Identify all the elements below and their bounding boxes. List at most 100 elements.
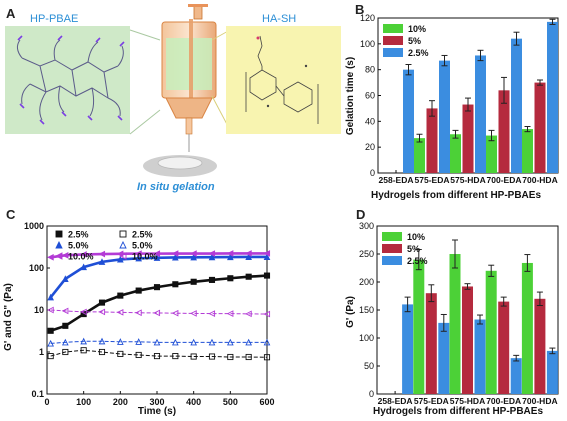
y-tick-label-b: 120 (360, 13, 375, 23)
legend-label-c: 10.0% (68, 252, 94, 262)
data-point-c-0 (227, 275, 234, 282)
panel-c: C G' and G" (Pa) Time (s) 0 100 200 300 400 5… (3, 207, 275, 417)
x-tick-label-c: 0 (44, 397, 49, 407)
ha-sh-atom-glyphs (256, 36, 308, 108)
data-point-c-0 (172, 281, 179, 288)
legend-label-b: 10% (408, 24, 426, 34)
bar-b-5% (498, 90, 510, 173)
data-point-c-3 (190, 353, 197, 360)
data-point-c-0 (153, 284, 161, 291)
bar-b-10% (450, 134, 461, 173)
legend-marker-c (118, 252, 127, 260)
legend-swatch-d (382, 256, 402, 265)
panel-b-letter: B (355, 2, 364, 17)
data-point-c-2 (135, 250, 142, 257)
data-point-c-5 (61, 307, 69, 315)
legend-marker-c (119, 230, 127, 238)
legend-label-b: 5% (408, 36, 421, 46)
in-situ-gelation-label: In situ gelation (137, 181, 215, 193)
hp-pbae-vinyl-ends (17, 35, 125, 125)
bar-d-10% (521, 262, 533, 394)
data-point-c-0 (117, 292, 124, 299)
hp-pbae-label: HP-PBAE (30, 13, 78, 25)
bar-b-2.5% (547, 21, 558, 173)
data-point-c-5 (208, 310, 216, 317)
data-point-c-3 (98, 348, 106, 356)
data-point-c-0 (47, 327, 54, 334)
x-tick-label-d: 575-HDA (450, 396, 485, 406)
y-tick-label-c: 10 (34, 305, 44, 315)
data-point-c-4 (190, 338, 197, 346)
legend-swatch-b (383, 36, 403, 45)
y-tick-label-b: 40 (365, 116, 375, 126)
legend-marker-c (119, 240, 127, 249)
data-point-c-0 (208, 276, 216, 283)
data-point-c-2 (263, 250, 271, 257)
legend-label-c: 5.0% (132, 241, 153, 251)
x-tick-label-c: 200 (113, 397, 128, 407)
data-point-c-3 (263, 354, 271, 361)
legend-label-c: 2.5% (132, 230, 153, 240)
data-point-c-3 (172, 353, 179, 360)
y-tick-label-b: 80 (365, 65, 375, 75)
data-point-c-1 (80, 263, 87, 271)
y-tick-label-d: 50 (364, 361, 374, 371)
x-tick-label-c: 600 (259, 397, 274, 407)
x-tick-label-d: 700-HDA (522, 396, 557, 406)
bar-b-10% (486, 135, 497, 173)
panel-c-y-axis-label: G' and G" (Pa) (3, 283, 14, 351)
data-point-c-2 (171, 250, 179, 257)
y-tick-label-c: 0.1 (31, 389, 44, 399)
y-tick-label-b: 100 (360, 39, 375, 49)
data-point-c-3 (153, 353, 161, 360)
x-tick-label-b: 700-HDA (522, 175, 557, 185)
data-point-c-5 (226, 310, 234, 317)
legend-label-d: 2.5% (407, 256, 428, 266)
bar-d-5% (534, 298, 546, 394)
data-point-c-1 (227, 253, 234, 261)
data-point-c-4 (263, 338, 271, 346)
legend-label-c: 10.0% (132, 252, 158, 262)
panel-d: D G' (Pa) Hydrogels from different HP-PB… (345, 207, 559, 417)
y-tick-label-c: 100 (29, 263, 44, 273)
legend-swatch-b (383, 48, 403, 57)
data-point-c-5 (245, 310, 252, 318)
x-tick-label-c: 100 (76, 397, 91, 407)
data-point-c-3 (227, 353, 234, 361)
y-tick-label-b: 20 (365, 142, 375, 152)
data-point-c-4 (62, 338, 69, 346)
legend-label-d: 5% (407, 244, 420, 254)
bar-b-10% (414, 138, 425, 173)
panel-b: B Gelation time (s) Hydrogels from diffe… (345, 2, 559, 201)
ha-sh-structure (245, 35, 319, 124)
bar-b-2.5% (511, 38, 522, 173)
x-tick-label-c: 400 (186, 397, 201, 407)
data-point-c-0 (263, 272, 271, 279)
bar-b-2.5% (475, 55, 486, 174)
data-point-c-3 (80, 347, 87, 354)
data-point-c-1 (117, 255, 124, 263)
bar-b-2.5% (439, 60, 450, 173)
panel-d-letter: D (356, 207, 365, 222)
data-point-c-0 (98, 299, 106, 306)
bar-d-2.5% (474, 319, 486, 394)
x-tick-label-d: 575-EDA (414, 396, 449, 406)
data-point-c-5 (153, 309, 161, 317)
bar-b-5% (534, 82, 546, 173)
y-tick-label-d: 250 (359, 249, 374, 259)
x-tick-label-d: 258-EDA (378, 396, 413, 406)
ha-sh-label: HA-SH (262, 13, 296, 25)
bar-b-10% (522, 129, 533, 173)
data-point-c-1 (62, 275, 69, 282)
y-tick-label-d: 0 (369, 389, 374, 399)
x-tick-label-b: 258-EDA (379, 175, 414, 185)
data-point-c-5 (116, 309, 124, 316)
hp-pbae-box (5, 26, 130, 134)
syringe-icon (161, 4, 217, 152)
legend-marker-c (55, 240, 63, 249)
data-point-c-1 (135, 254, 142, 262)
data-point-c-2 (47, 253, 54, 261)
legend-label-d: 10% (407, 232, 425, 242)
data-point-c-5 (80, 308, 87, 316)
